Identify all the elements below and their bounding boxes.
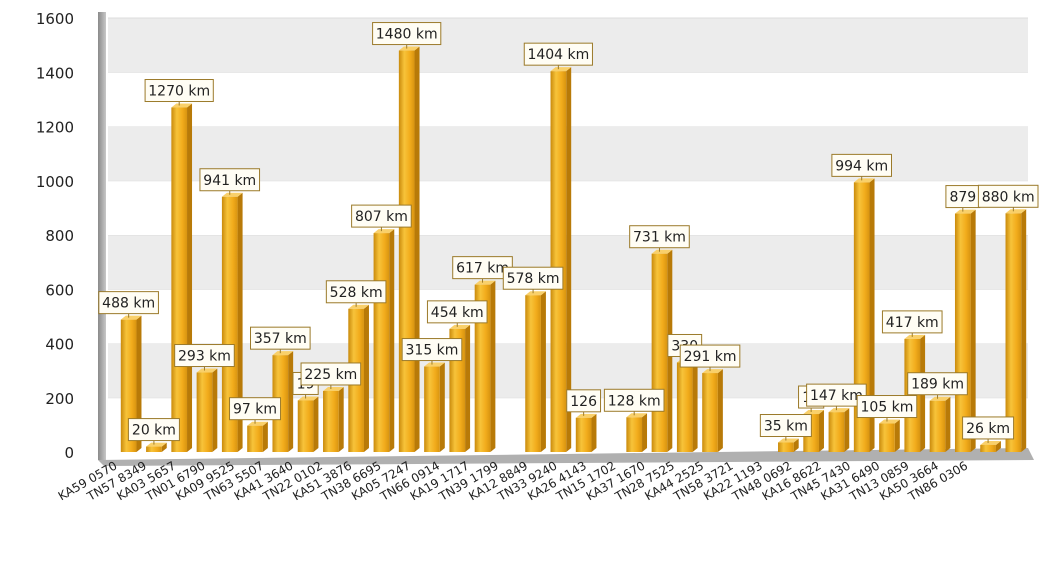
y-tick-label: 600 bbox=[45, 281, 74, 299]
bar bbox=[398, 46, 420, 453]
data-label: 315 km bbox=[401, 338, 463, 365]
data-label-text: 147 km bbox=[810, 388, 863, 404]
data-label-text: 880 km bbox=[982, 189, 1035, 205]
data-label: 97 km bbox=[229, 397, 282, 424]
y-tick-label: 200 bbox=[45, 390, 74, 408]
data-label-text: 225 km bbox=[304, 367, 357, 383]
data-label: 126 bbox=[566, 389, 602, 416]
data-label: 291 km bbox=[679, 344, 741, 372]
data-label-text: 417 km bbox=[886, 315, 939, 331]
data-label: 225 km bbox=[300, 362, 362, 389]
data-label-text: 105 km bbox=[861, 400, 914, 416]
y-axis-wall bbox=[98, 12, 106, 460]
bar bbox=[196, 368, 218, 452]
data-label: 488 km bbox=[98, 291, 159, 318]
data-label: 1270 km bbox=[144, 79, 214, 106]
y-tick-label: 1400 bbox=[36, 64, 74, 82]
bar bbox=[297, 396, 319, 452]
bar bbox=[954, 209, 976, 452]
y-tick-label: 1600 bbox=[36, 10, 74, 28]
data-label: 879 bbox=[945, 185, 981, 212]
bar bbox=[323, 386, 344, 452]
data-label: 994 km bbox=[831, 153, 892, 181]
data-label: 617 km bbox=[452, 256, 513, 283]
data-label-text: 1480 km bbox=[376, 27, 438, 43]
bar bbox=[424, 362, 445, 452]
data-label: 20 km bbox=[127, 418, 180, 445]
data-label-text: 1404 km bbox=[527, 47, 589, 63]
bar bbox=[778, 438, 799, 452]
bar bbox=[980, 440, 1001, 452]
bar bbox=[676, 358, 698, 452]
data-label-text: 807 km bbox=[355, 209, 408, 225]
data-label: 731 km bbox=[629, 225, 690, 252]
data-label: 26 km bbox=[962, 416, 1015, 443]
data-label-text: 128 km bbox=[608, 393, 661, 409]
bar bbox=[221, 192, 243, 452]
data-label: 357 km bbox=[250, 326, 311, 354]
data-label-text: 994 km bbox=[835, 158, 888, 174]
bar bbox=[474, 280, 496, 452]
data-label-text: 35 km bbox=[764, 419, 808, 435]
bar bbox=[373, 229, 395, 452]
bar bbox=[929, 396, 951, 452]
y-tick-label: 0 bbox=[64, 444, 74, 462]
data-label-text: 291 km bbox=[684, 349, 737, 365]
data-labels: 488 km 20 km 1270 km 293 km 941 km 97 km 357 k… bbox=[98, 22, 1039, 445]
data-label-text: 357 km bbox=[254, 331, 307, 347]
bar bbox=[626, 413, 648, 452]
data-label-text: 293 km bbox=[178, 349, 231, 365]
data-label: 454 km bbox=[426, 300, 488, 327]
bar bbox=[1005, 209, 1027, 452]
bar bbox=[146, 442, 167, 452]
data-label: 35 km bbox=[759, 414, 812, 441]
bar bbox=[171, 103, 193, 452]
y-tick-label: 800 bbox=[45, 227, 74, 245]
data-label: 1480 km bbox=[372, 22, 442, 49]
y-tick-label: 400 bbox=[45, 336, 74, 354]
data-label: 128 km bbox=[603, 388, 665, 416]
y-tick-label: 1200 bbox=[36, 119, 74, 137]
bar bbox=[702, 369, 723, 452]
data-label-text: 731 km bbox=[633, 230, 686, 246]
data-label-text: 488 km bbox=[102, 296, 155, 312]
data-label-text: 879 bbox=[949, 190, 976, 206]
data-label-text: 20 km bbox=[132, 423, 176, 439]
bar bbox=[247, 421, 268, 452]
data-label: 528 km bbox=[325, 280, 387, 307]
data-label: 880 km bbox=[977, 184, 1039, 212]
data-label-text: 941 km bbox=[203, 173, 256, 189]
data-label: 578 km bbox=[502, 266, 564, 294]
bar bbox=[525, 291, 546, 452]
data-label: 105 km bbox=[856, 395, 918, 422]
chart-floor bbox=[98, 448, 1034, 466]
data-label-text: 617 km bbox=[456, 261, 509, 277]
data-label-text: 126 bbox=[570, 394, 597, 410]
data-label: 1404 km bbox=[523, 42, 593, 70]
data-label-text: 26 km bbox=[966, 421, 1010, 437]
data-label-text: 1270 km bbox=[148, 84, 210, 100]
data-label: 293 km bbox=[174, 344, 235, 371]
bar bbox=[550, 67, 572, 452]
data-label-text: 97 km bbox=[233, 402, 277, 418]
data-label: 189 km bbox=[907, 372, 968, 399]
data-label-text: 528 km bbox=[330, 285, 383, 301]
y-tick-label: 1000 bbox=[36, 173, 74, 191]
data-label: 147 km bbox=[806, 383, 867, 411]
bar bbox=[879, 419, 900, 452]
data-label: 417 km bbox=[881, 310, 943, 337]
bar bbox=[575, 413, 597, 452]
y-axis: 0 200 400 600 800 1000 1200 1400 1600 bbox=[36, 10, 74, 462]
data-label: 941 km bbox=[199, 168, 261, 195]
data-label-text: 454 km bbox=[431, 305, 484, 321]
data-label-text: 578 km bbox=[507, 271, 560, 287]
data-label-text: 189 km bbox=[911, 377, 964, 393]
data-label-text: 315 km bbox=[406, 343, 459, 359]
bar bbox=[828, 408, 850, 452]
data-label: 807 km bbox=[351, 204, 412, 232]
